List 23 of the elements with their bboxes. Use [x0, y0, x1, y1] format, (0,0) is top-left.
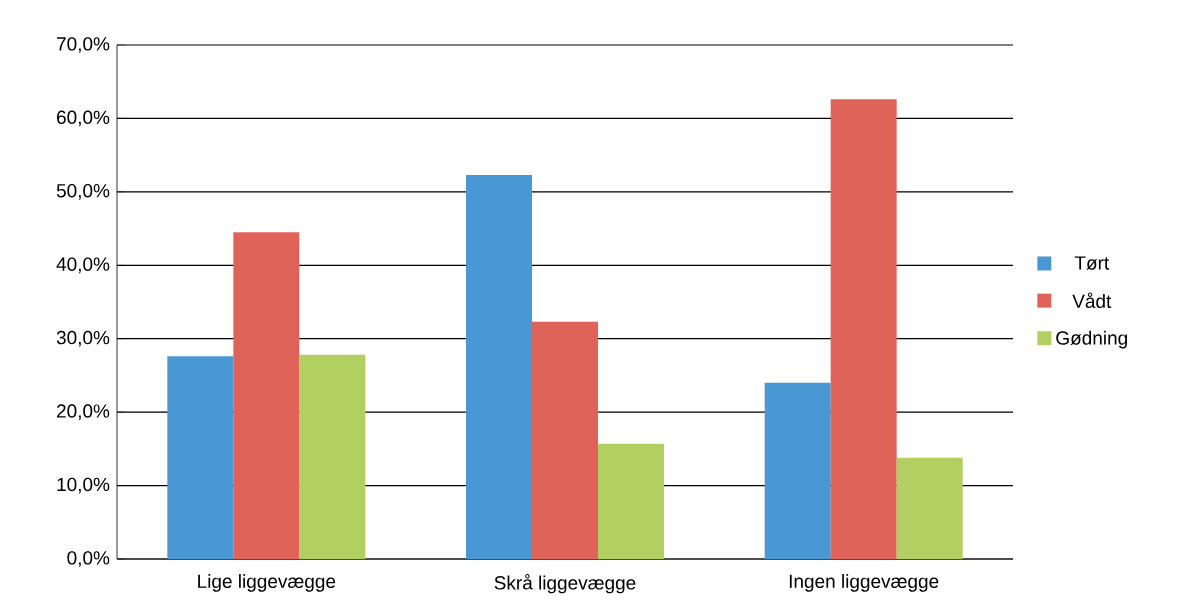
- x-tick-label: Ingen liggevægge: [789, 574, 939, 592]
- bar: [764, 382, 831, 559]
- x-tick-label: Skrå liggevægge: [494, 574, 636, 594]
- bar: [598, 443, 665, 559]
- legend-label: Gødning: [1056, 330, 1127, 349]
- legend-label: Vådt: [1072, 292, 1112, 308]
- bar: [830, 99, 897, 559]
- y-tick-label: 30,0%: [56, 330, 110, 347]
- y-tick-label: 70,0%: [57, 37, 110, 53]
- x-tick-label: Lige liggevægge: [198, 574, 336, 592]
- legend-label: Tørt: [1074, 256, 1110, 270]
- y-tick-label: 20,0%: [57, 404, 110, 421]
- y-tick-label: 50,0%: [56, 184, 110, 200]
- bar: [896, 457, 963, 559]
- bar: [299, 354, 366, 559]
- y-tick-label: 40,0%: [56, 257, 110, 274]
- bar: [466, 174, 533, 559]
- bar: [233, 232, 300, 559]
- y-tick-label: 10,0%: [57, 477, 110, 494]
- y-tick-label: 0,0%: [67, 551, 110, 567]
- bar: [167, 356, 234, 559]
- y-tick-label: 60,0%: [57, 110, 110, 127]
- bar: [532, 321, 599, 559]
